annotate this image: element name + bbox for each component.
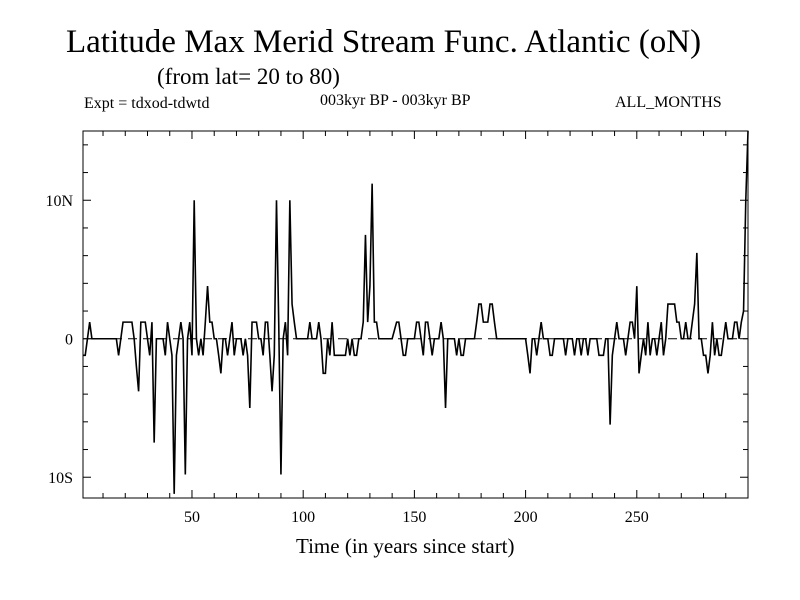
axis-ticks xyxy=(83,131,748,498)
period-label: 003kyr BP - 003kyr BP xyxy=(320,92,471,109)
y-tick-label: 10N xyxy=(45,193,73,210)
months-label: ALL_MONTHS xyxy=(615,94,722,111)
chart-title: Latitude Max Merid Stream Func. Atlantic… xyxy=(66,24,702,60)
plot-frame xyxy=(82,130,749,499)
series-group xyxy=(83,130,749,494)
x-tick-label: 50 xyxy=(184,509,200,526)
x-tick-label: 200 xyxy=(514,509,538,526)
x-axis-label: Time (in years since start) xyxy=(296,534,515,558)
chart-subtitle: (from lat= 20 to 80) xyxy=(157,64,340,89)
x-tick-label: 250 xyxy=(625,509,649,526)
y-tick-label: 0 xyxy=(65,332,73,349)
tick-labels: 50 100 150 200 250 10N 0 10S xyxy=(45,193,648,526)
y-tick-label: 10S xyxy=(48,470,73,487)
experiment-label: Expt = tdxod-tdwtd xyxy=(84,95,210,112)
x-tick-label: 150 xyxy=(402,509,426,526)
x-tick-label: 100 xyxy=(291,509,315,526)
series-line xyxy=(83,130,749,494)
